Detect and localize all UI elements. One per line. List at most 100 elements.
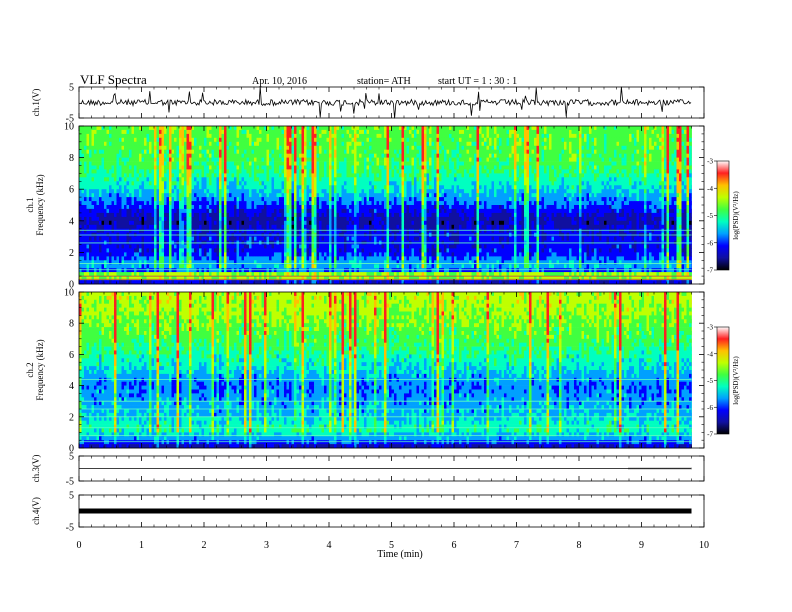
spectrogram-cell — [379, 146, 382, 150]
spectrogram-cell — [497, 138, 500, 142]
spectrogram-cell — [317, 150, 320, 154]
spectrogram-cell — [187, 130, 190, 134]
spectrogram-cell — [472, 134, 475, 138]
spectrogram-cell — [87, 134, 90, 138]
spectrogram-cell — [542, 130, 545, 134]
spectrogram-cell — [389, 138, 392, 142]
spectrogram-cell — [462, 126, 465, 130]
spectrogram-cell — [102, 146, 105, 150]
spectrogram-cell — [204, 126, 207, 130]
spectrogram-cell — [359, 142, 362, 146]
spectrogram-cell — [207, 134, 210, 138]
spectrogram-cell — [562, 146, 565, 150]
spectrogram-cell — [564, 138, 567, 142]
spectrogram-cell — [534, 134, 537, 138]
spectrogram-cell — [347, 138, 350, 142]
spectrogram-cell — [629, 130, 632, 134]
spectrogram-cell — [109, 126, 112, 130]
spectrogram-cell — [662, 142, 665, 146]
spectrogram-cell — [249, 150, 252, 154]
spectrogram-cell — [527, 146, 530, 150]
spectrogram-cell — [317, 130, 320, 134]
spectrogram-cell — [394, 150, 397, 154]
spectrogram-cell — [94, 150, 97, 154]
spectrogram-cell — [119, 126, 122, 130]
spectrogram-cell — [362, 134, 365, 138]
spectrogram-cell — [457, 126, 460, 130]
spectrogram-cell — [602, 134, 605, 138]
spectrogram-cell — [152, 134, 155, 138]
spectrogram-cell — [547, 134, 550, 138]
spectrogram-cell — [274, 134, 277, 138]
spectrogram-cell — [484, 134, 487, 138]
spectrogram-cell — [344, 150, 347, 154]
spectrogram-cell — [604, 130, 607, 134]
spectrogram-cell — [499, 130, 502, 134]
spectrogram-cell — [382, 142, 385, 146]
spectrogram-cell — [247, 142, 250, 146]
spectrogram-cell — [359, 150, 362, 154]
spectrogram-cell — [294, 130, 297, 134]
spectrogram-cell — [314, 134, 317, 138]
spectrogram-cell — [222, 130, 225, 134]
spectrogram-cell — [477, 142, 480, 146]
spectrogram-cell — [82, 134, 85, 138]
spectrogram-cell — [449, 146, 452, 150]
spectrogram-cell — [534, 130, 537, 134]
spectrogram-cell — [402, 142, 405, 146]
spectrogram-cell — [682, 146, 685, 150]
spectrogram-cell — [117, 146, 120, 150]
spectrogram-cell — [279, 126, 282, 130]
spectrogram-cell — [364, 146, 367, 150]
spectrogram-cell — [344, 142, 347, 146]
spectrogram-cell — [224, 138, 227, 142]
spectrogram-cell — [452, 138, 455, 142]
spectrogram-cell — [459, 134, 462, 138]
spectrogram-cell — [659, 126, 662, 130]
spectrogram-cell — [97, 126, 100, 130]
spectrogram-cell — [299, 130, 302, 134]
spectrogram-cell — [434, 142, 437, 146]
spectrogram-cell — [229, 142, 232, 146]
spectrogram-cell — [457, 130, 460, 134]
spectrogram-cell — [294, 150, 297, 154]
spectrogram-cell — [292, 126, 295, 130]
spectrogram-cell — [204, 138, 207, 142]
spectrogram-cell — [644, 138, 647, 142]
spectrogram-cell — [602, 146, 605, 150]
spectrogram-cell — [219, 126, 222, 130]
spectrogram-cell — [224, 134, 227, 138]
spectrogram-cell — [657, 126, 660, 130]
spectrogram-cell — [159, 126, 162, 130]
spectrogram-cell — [489, 130, 492, 134]
spectrogram-cell — [584, 146, 587, 150]
spectrogram-cell — [597, 126, 600, 130]
spectrogram-cell — [407, 138, 410, 142]
spectrogram-cell — [329, 134, 332, 138]
spectrogram-cell — [344, 126, 347, 130]
spectrogram-cell — [579, 134, 582, 138]
spectrogram-cell — [679, 146, 682, 150]
spectrogram-cell — [297, 146, 300, 150]
spectrogram-cell — [299, 126, 302, 130]
spectrogram-cell — [324, 130, 327, 134]
spectrogram-cell — [197, 134, 200, 138]
spectrogram-cell — [92, 126, 95, 130]
spectrogram-cell — [667, 138, 670, 142]
spectrogram-cell — [307, 126, 310, 130]
spectrogram-cell — [222, 146, 225, 150]
spectrogram-cell — [572, 142, 575, 146]
spectrogram-cell — [567, 146, 570, 150]
spectrogram-cell — [319, 142, 322, 146]
spectrogram-cell — [234, 150, 237, 154]
spectrogram-cell — [334, 130, 337, 134]
spectrogram-cell — [494, 146, 497, 150]
spectrogram-cell — [114, 130, 117, 134]
spectrogram-cell — [534, 126, 537, 130]
spectrogram-cell — [534, 146, 537, 150]
spectrogram-cell — [597, 134, 600, 138]
spectrogram-cell — [649, 130, 652, 134]
spectrogram-cell — [189, 134, 192, 138]
spectrogram-cell — [567, 134, 570, 138]
spectrogram-cell — [319, 150, 322, 154]
